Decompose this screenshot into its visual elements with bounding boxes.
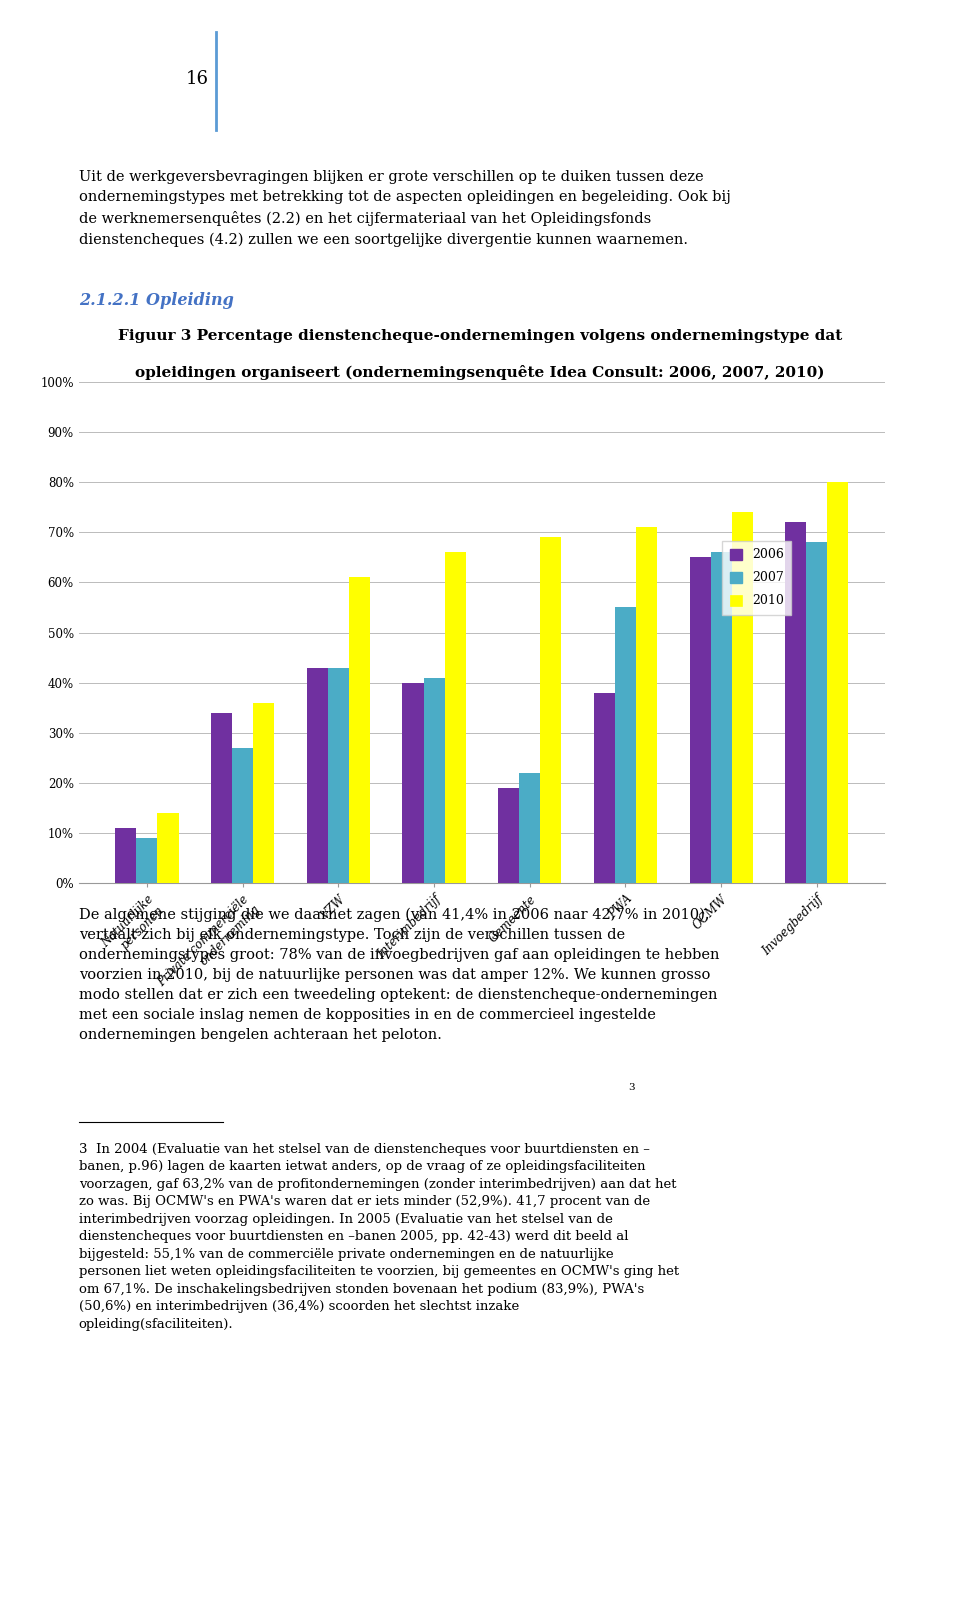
Text: 2.1.2.1 Opleiding: 2.1.2.1 Opleiding [79, 292, 233, 308]
Bar [253, 704, 275, 883]
Bar [327, 668, 348, 883]
Text: opleidingen organiseert (ondernemingsenquête Idea Consult: 2006, 2007, 2010): opleidingen organiseert (ondernemingsenq… [135, 365, 825, 379]
Bar [402, 682, 423, 883]
Bar [540, 537, 562, 883]
Text: 16: 16 [185, 70, 208, 88]
Text: 3: 3 [628, 1083, 635, 1093]
Bar [498, 788, 519, 883]
Bar [732, 512, 753, 883]
Bar [307, 668, 327, 883]
Bar [710, 553, 732, 883]
Bar [615, 608, 636, 883]
Text: 3  In 2004 (Evaluatie van het stelsel van de dienstencheques voor buurtdiensten : 3 In 2004 (Evaluatie van het stelsel van… [79, 1143, 679, 1331]
Text: Figuur 3 Percentage dienstencheque-ondernemingen volgens ondernemingstype dat: Figuur 3 Percentage dienstencheque-onder… [118, 329, 842, 344]
Bar [689, 558, 710, 883]
Bar [785, 522, 806, 883]
Bar [348, 577, 370, 883]
Bar [232, 747, 253, 883]
Bar [594, 692, 615, 883]
Legend: 2006, 2007, 2010: 2006, 2007, 2010 [722, 541, 791, 614]
Bar [423, 678, 444, 883]
Text: Uit de werkgeversbevragingen blijken er grote verschillen op te duiken tussen de: Uit de werkgeversbevragingen blijken er … [79, 170, 731, 246]
Bar [211, 713, 232, 883]
Bar [636, 527, 657, 883]
Bar [828, 481, 849, 883]
Bar [157, 814, 179, 883]
Bar [806, 543, 828, 883]
Bar [115, 828, 136, 883]
Bar [444, 553, 466, 883]
Bar [136, 838, 157, 883]
Bar [519, 773, 540, 883]
Text: De algemene stijging die we daarnet zagen (van 41,4% in 2006 naar 42,7% in 2010): De algemene stijging die we daarnet zage… [79, 908, 719, 1042]
